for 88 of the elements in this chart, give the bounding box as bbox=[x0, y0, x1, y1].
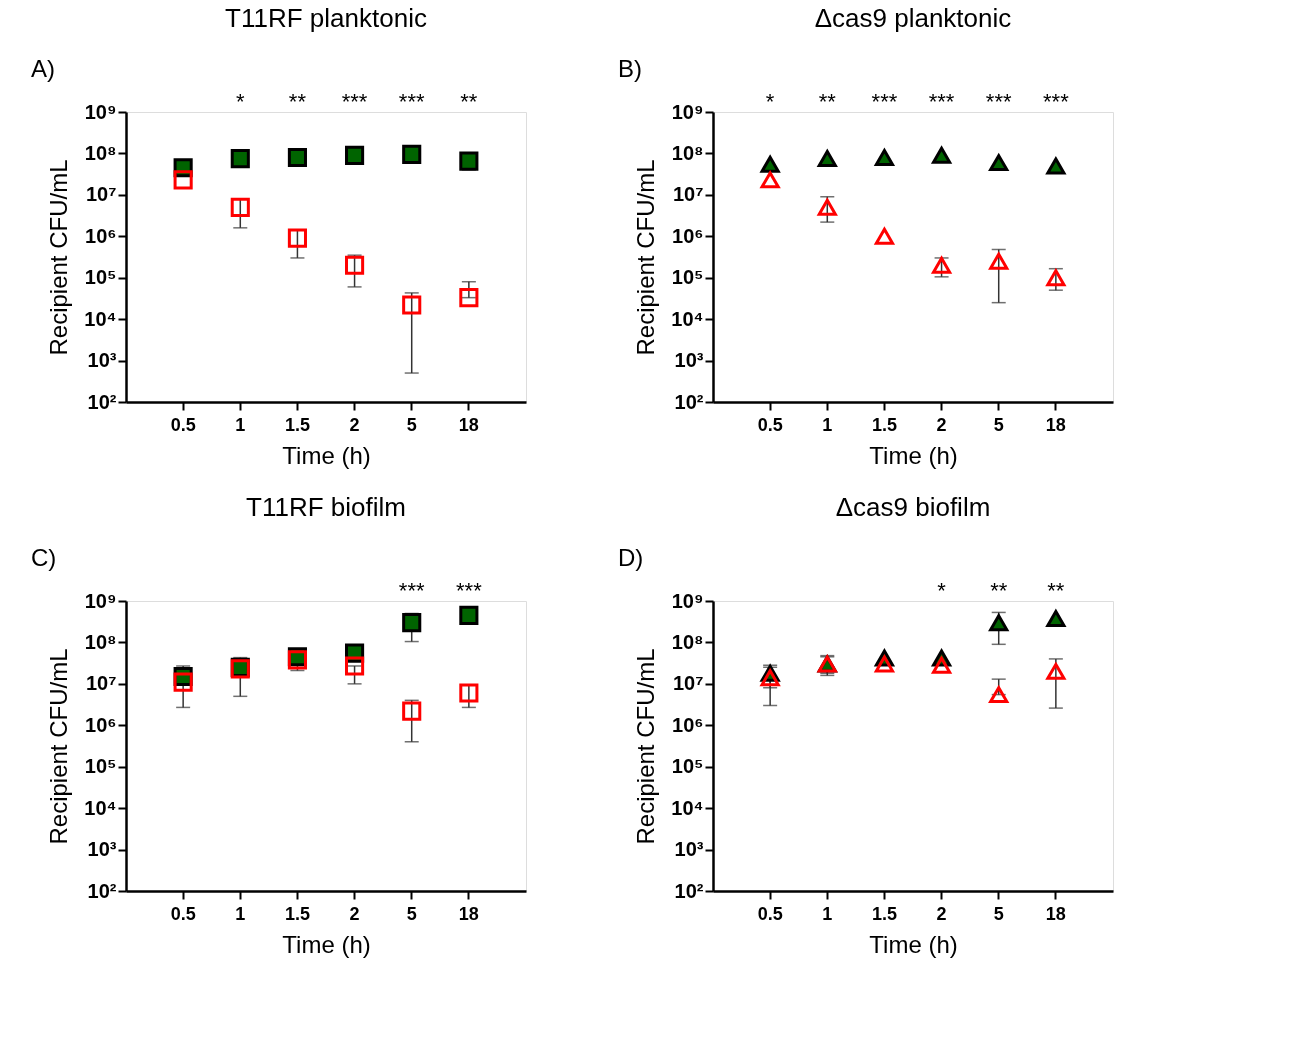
y-tick-label: 10⁹ bbox=[84, 589, 117, 612]
y-tick-label: 10⁵ bbox=[84, 755, 117, 778]
x-axis-title: Time (h) bbox=[869, 930, 958, 958]
y-tick-label: 10⁹ bbox=[671, 589, 704, 612]
x-tick-label: 1.5 bbox=[871, 903, 897, 924]
y-tick-label: 10⁸ bbox=[84, 141, 117, 164]
y-tick-label: 10⁵ bbox=[671, 755, 704, 778]
annotation: ** bbox=[460, 89, 478, 114]
chart-title: Δcas9 biofilm bbox=[835, 492, 991, 522]
annotation: *** bbox=[398, 578, 425, 603]
y-tick-label: 10³ bbox=[87, 349, 117, 372]
annotation: ** bbox=[1047, 578, 1065, 603]
annotation: * bbox=[236, 89, 245, 114]
annotation: *** bbox=[341, 89, 368, 114]
annotation: *** bbox=[871, 89, 898, 114]
y-tick-label: 10⁸ bbox=[84, 630, 117, 653]
y-tick-label: 10⁵ bbox=[671, 266, 704, 289]
y-tick-label: 10⁷ bbox=[86, 672, 117, 695]
annotation: *** bbox=[985, 89, 1012, 114]
text: C) bbox=[31, 544, 57, 571]
y-axis-title: Recipient CFU/mL bbox=[632, 648, 660, 845]
y-tick-label: 10³ bbox=[87, 838, 117, 861]
y-tick-label: 10⁵ bbox=[84, 266, 117, 289]
y-tick-label: 10⁷ bbox=[673, 672, 704, 695]
annotation: * bbox=[765, 89, 775, 114]
y-axis-title: Recipient CFU/mL bbox=[45, 648, 73, 845]
x-axis-title: Time (h) bbox=[282, 930, 371, 958]
y-tick-label: 10² bbox=[674, 390, 704, 413]
x-tick-label: 1 bbox=[235, 903, 246, 924]
y-tick-label: 10² bbox=[87, 879, 117, 902]
y-tick-label: 10⁴ bbox=[671, 307, 704, 330]
annotation: ** bbox=[818, 89, 837, 114]
y-axis-title: Recipient CFU/mL bbox=[632, 159, 660, 356]
y-axis-title: Recipient CFU/mL bbox=[45, 159, 73, 356]
annotation: ** bbox=[288, 89, 307, 114]
annotation: *** bbox=[456, 578, 483, 603]
y-tick-label: 10⁹ bbox=[84, 100, 117, 123]
y-tick-label: 10⁴ bbox=[84, 307, 117, 330]
y-tick-label: 10⁴ bbox=[671, 796, 704, 819]
x-tick-label: 0.5 bbox=[170, 903, 196, 924]
chart-title: T11RF planktonic bbox=[225, 3, 427, 33]
y-tick-label: 10⁶ bbox=[85, 224, 117, 247]
annotation: *** bbox=[398, 89, 425, 114]
x-tick-label: 1 bbox=[235, 414, 246, 435]
x-tick-label: 2 bbox=[936, 414, 947, 435]
x-tick-label: 1.5 bbox=[284, 903, 310, 924]
x-tick-label: 0.5 bbox=[170, 414, 196, 435]
annotation: *** bbox=[1043, 89, 1070, 114]
text: B) bbox=[618, 55, 642, 82]
y-tick-label: 10³ bbox=[674, 349, 704, 372]
y-tick-label: 10³ bbox=[674, 838, 704, 861]
y-tick-label: 10⁹ bbox=[671, 100, 704, 123]
y-tick-label: 10⁷ bbox=[86, 183, 117, 206]
annotation: * bbox=[937, 578, 947, 603]
x-tick-label: 5 bbox=[993, 903, 1004, 924]
x-tick-label: 18 bbox=[458, 903, 479, 924]
x-tick-label: 1.5 bbox=[284, 414, 310, 435]
x-tick-label: 2 bbox=[349, 414, 360, 435]
y-tick-label: 10² bbox=[674, 879, 704, 902]
annotation: ** bbox=[990, 578, 1008, 603]
x-tick-label: 0.5 bbox=[757, 903, 783, 924]
x-tick-label: 5 bbox=[406, 414, 417, 435]
chart-title: Δcas9 planktonic bbox=[814, 3, 1012, 33]
x-tick-label: 18 bbox=[458, 414, 479, 435]
y-tick-label: 10² bbox=[87, 390, 117, 413]
x-tick-label: 5 bbox=[993, 414, 1004, 435]
y-tick-label: 10⁷ bbox=[673, 183, 704, 206]
x-tick-label: 0.5 bbox=[757, 414, 783, 435]
x-tick-label: 5 bbox=[406, 903, 417, 924]
x-tick-label: 18 bbox=[1045, 903, 1066, 924]
annotation: *** bbox=[928, 89, 955, 114]
chart-title: T11RF biofilm bbox=[246, 492, 406, 522]
y-tick-label: 10⁶ bbox=[85, 713, 117, 736]
text: D) bbox=[618, 544, 644, 571]
y-tick-label: 10⁶ bbox=[672, 713, 704, 736]
x-tick-label: 2 bbox=[349, 903, 360, 924]
y-tick-label: 10⁴ bbox=[84, 796, 117, 819]
x-axis-title: Time (h) bbox=[282, 441, 371, 469]
x-tick-label: 18 bbox=[1045, 414, 1066, 435]
text: A) bbox=[31, 55, 55, 82]
y-tick-label: 10⁸ bbox=[671, 630, 704, 653]
x-tick-label: 2 bbox=[936, 903, 947, 924]
x-axis-title: Time (h) bbox=[869, 441, 958, 469]
y-tick-label: 10⁶ bbox=[672, 224, 704, 247]
x-tick-label: 1 bbox=[822, 903, 833, 924]
y-tick-label: 10⁸ bbox=[671, 141, 704, 164]
x-tick-label: 1 bbox=[822, 414, 833, 435]
x-tick-label: 1.5 bbox=[871, 414, 897, 435]
